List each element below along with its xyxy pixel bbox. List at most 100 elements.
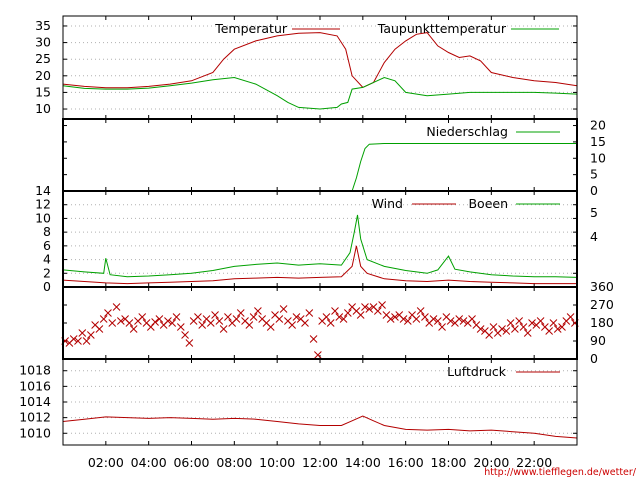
y-tick-label: 15: [590, 134, 606, 149]
wind-direction-point: [176, 323, 185, 331]
y-tick-label: 12: [35, 197, 51, 212]
wind-direction-point: [322, 313, 331, 321]
y-tick-label: 10: [35, 101, 51, 116]
y-tick-label: 10: [35, 210, 51, 225]
series-line: [62, 214, 578, 278]
wind-direction-point: [553, 325, 562, 333]
x-tick-label: 18:00: [430, 455, 466, 470]
x-tick-label: 08:00: [216, 455, 252, 470]
wind-direction-point: [429, 315, 438, 323]
wind-direction-point: [279, 305, 288, 313]
wind-direction-point: [506, 319, 515, 327]
wind-direction-point: [146, 323, 155, 331]
legend-label: Wind: [372, 196, 403, 211]
y-tick-label: 1014: [19, 394, 51, 409]
wind-direction-point: [399, 315, 408, 323]
wind-direction-point: [489, 323, 498, 331]
wind-direction-point: [198, 321, 207, 329]
wind-direction-point: [446, 317, 455, 325]
wind-direction-point: [459, 317, 468, 325]
wind-direction-point: [254, 307, 262, 315]
wind-direction-point: [305, 309, 314, 317]
panel-frame: [62, 358, 578, 446]
y-tick-label: 14: [35, 183, 51, 198]
wind-direction-point: [104, 309, 112, 317]
wind-direction-point: [433, 317, 442, 325]
wind-direction-point: [536, 317, 545, 325]
wind-direction-point: [112, 303, 121, 311]
x-tick-label: 16:00: [388, 455, 424, 470]
wind-direction-point: [78, 329, 87, 337]
wind-direction-point: [476, 325, 485, 333]
wind-direction-point: [86, 331, 95, 339]
wind-direction-point: [468, 315, 476, 323]
legend-label: Taupunkttemperatur: [377, 21, 507, 36]
wind-direction-point: [373, 307, 382, 315]
wind-direction-point: [378, 301, 386, 309]
source-credit[interactable]: http://www.tiefflegen.de/wetter/: [484, 467, 636, 478]
y-tick-label: 2: [43, 265, 51, 280]
series-line: [63, 143, 577, 192]
wind-direction-point: [69, 335, 78, 343]
y-tick-label: 10: [590, 150, 606, 165]
y-tick-label: 6: [43, 238, 51, 253]
wind-direction-point: [485, 331, 494, 339]
x-tick-label: 04:00: [131, 455, 167, 470]
wind-direction-point: [365, 305, 374, 313]
y-tick-label: 90: [590, 333, 606, 348]
wind-direction-point: [288, 321, 297, 329]
y-tick-label-right: 4: [590, 229, 598, 244]
y-tick-label: 1010: [19, 425, 51, 440]
wind-direction-point: [343, 309, 352, 317]
wind-direction-point: [549, 319, 558, 327]
wind-direction-point: [108, 319, 117, 327]
legend-label: Boeen: [468, 196, 508, 211]
wind-direction-point: [138, 313, 147, 321]
wind-direction-point: [82, 337, 91, 345]
x-tick-label: 20:00: [473, 455, 509, 470]
y-tick-label-right: 5: [590, 205, 598, 220]
wind-direction-point: [95, 325, 104, 333]
wind-direction-point: [215, 317, 224, 325]
wind-direction-point: [74, 337, 82, 345]
wind-direction-point: [331, 307, 339, 315]
wind-direction-point: [515, 317, 524, 325]
wind-direction-point: [519, 323, 528, 331]
y-tick-label: 4: [43, 252, 51, 267]
x-tick-label: 06:00: [173, 455, 209, 470]
wind-direction-point: [309, 335, 318, 343]
wind-direction-point: [391, 313, 399, 321]
x-tick-label: 12:00: [302, 455, 338, 470]
wind-direction-point: [455, 315, 464, 323]
legend-label: Luftdruck: [447, 364, 507, 379]
y-tick-label: 8: [43, 224, 51, 239]
wind-direction-point: [528, 319, 536, 327]
x-tick-label: 14:00: [345, 455, 381, 470]
y-tick-label: 35: [35, 18, 51, 33]
y-tick-label: 30: [35, 35, 51, 50]
wind-direction-point: [224, 313, 232, 321]
y-tick-label: 180: [590, 315, 614, 330]
wind-direction-point: [155, 315, 164, 323]
wind-direction-point: [326, 319, 335, 327]
x-tick-label: 10:00: [259, 455, 295, 470]
wind-direction-point: [421, 313, 429, 321]
wind-direction-point: [558, 323, 566, 331]
wind-direction-point: [361, 303, 369, 311]
y-tick-label: 5: [590, 167, 598, 182]
y-tick-label: 25: [35, 51, 51, 66]
wind-direction-point: [416, 307, 425, 315]
wind-direction-point: [245, 321, 254, 329]
wind-direction-point: [386, 315, 395, 323]
wind-direction-point: [335, 313, 344, 321]
wind-direction-point: [164, 317, 172, 325]
y-tick-label: 0: [590, 183, 598, 198]
wind-direction-point: [523, 329, 532, 337]
wind-direction-point: [249, 313, 258, 321]
wind-direction-point: [412, 315, 421, 323]
y-tick-label: 0: [43, 279, 51, 294]
legend-label: Temperatur: [214, 21, 288, 36]
wind-direction-point: [125, 319, 134, 327]
wind-direction-point: [219, 325, 228, 333]
